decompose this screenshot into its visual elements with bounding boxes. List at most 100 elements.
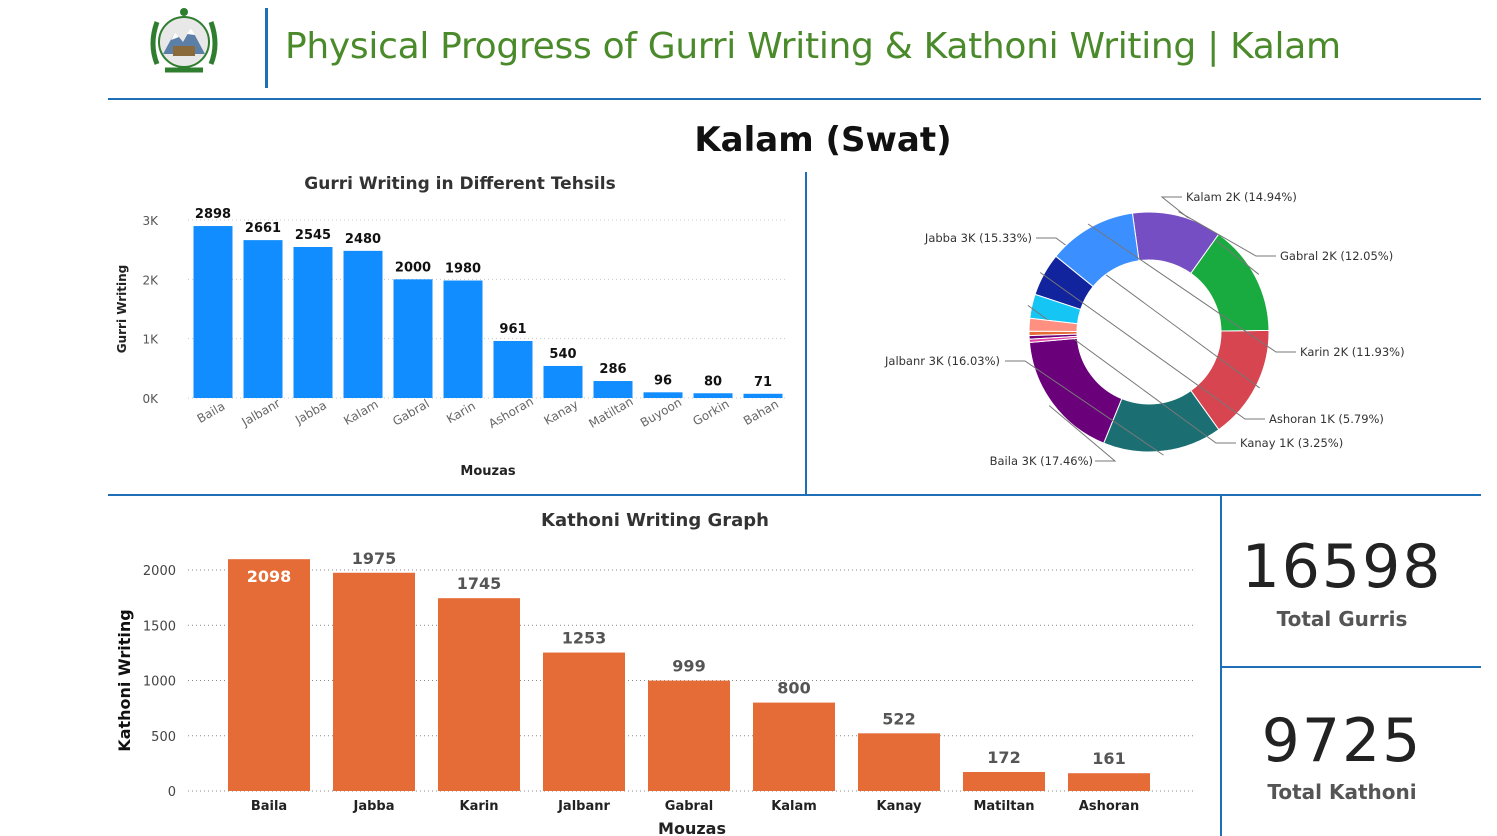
gurri-x-tick-label: Buyoon — [638, 395, 684, 430]
donut-slice-label: Kanay 1K (3.25%) — [1240, 436, 1343, 450]
gurri-x-tick-label: Kalam — [341, 397, 380, 428]
gurri-bar-ashoran — [493, 340, 533, 398]
gurri-bar-gorkin — [693, 393, 733, 398]
gurri-data-label: 2898 — [195, 207, 231, 222]
gurri-bar-kalam — [343, 250, 383, 398]
gurri-data-label: 96 — [654, 373, 672, 388]
donut-leader-line — [1005, 360, 1164, 456]
kathoni-data-label: 161 — [1092, 749, 1125, 768]
donut-slice-label: Jabba 3K (15.33%) — [924, 231, 1032, 245]
kathoni-data-label: 172 — [987, 748, 1020, 767]
donut-slice-11 — [1028, 335, 1078, 344]
kathoni-bar-kanay — [858, 733, 940, 791]
kathoni-x-tick-label: Kanay — [877, 799, 922, 814]
kathoni-x-tick-label: Kalam — [771, 799, 817, 814]
kathoni-writing-bar-chart: Kathoni Writing Graph 0 500 1000 1500 2000 Kat… — [115, 510, 1193, 836]
gurri-ytick-label: 2K — [142, 273, 159, 287]
kathoni-x-tick-label: Gabral — [665, 799, 713, 814]
gurri-bar-buyoon — [643, 392, 683, 398]
kathoni-x-tick-label: Karin — [460, 799, 499, 814]
gurri-bar-bahan — [743, 393, 783, 398]
kathoni-bar-baila — [228, 559, 310, 791]
kathoni-data-label: 1745 — [457, 574, 502, 593]
kathoni-chart-title: Kathoni Writing Graph — [541, 510, 769, 531]
region-title: Kalam (Swat) — [694, 120, 952, 160]
gurri-data-label: 80 — [704, 374, 722, 389]
gurri-bar-jalbanr — [243, 240, 283, 398]
gurri-x-tick-label: Karin — [444, 399, 478, 427]
kathoni-ytick-label: 2000 — [143, 564, 176, 579]
kathoni-x-axis-label: Mouzas — [658, 819, 726, 836]
row-divider — [108, 494, 1481, 496]
gurri-data-label: 540 — [549, 347, 576, 362]
gurri-data-label: 2480 — [345, 232, 381, 247]
page-title: Physical Progress of Gurri Writing & Kat… — [285, 26, 1341, 67]
gurri-data-label: 71 — [754, 375, 772, 390]
gurri-x-tick-label: Gorkin — [690, 397, 731, 429]
donut-leader-line — [1178, 211, 1276, 257]
gurri-bar-matiltan — [593, 381, 633, 398]
gurri-share-donut-chart: Baila 3K (17.46%) Jalbanr 3K (16.03%) Jabb… — [884, 190, 1405, 468]
total-gurris-value: 16598 — [1241, 532, 1443, 602]
total-gurris-label: Total Gurris — [1276, 607, 1408, 631]
kathoni-ytick-label: 1500 — [143, 619, 176, 634]
donut-slice-label: Gabral 2K (12.05%) — [1280, 249, 1393, 263]
kathoni-bar-jalbanr — [543, 652, 625, 791]
gurri-ytick-label: 0K — [142, 392, 159, 406]
kathoni-ytick-label: 1000 — [143, 675, 176, 690]
kathoni-x-tick-label: Jalbanr — [557, 799, 610, 814]
kathoni-ytick-label: 0 — [168, 785, 176, 800]
kathoni-x-tick-label: Ashoran — [1079, 799, 1139, 814]
gurri-data-label: 2000 — [395, 260, 431, 275]
top-charts-divider — [805, 172, 807, 494]
total-kathoni-value: 9725 — [1261, 706, 1423, 776]
donut-slice-label: Karin 2K (11.93%) — [1300, 345, 1405, 359]
gurri-y-axis-label: Gurri Writing — [115, 265, 129, 354]
gurri-writing-bar-chart: Gurri Writing in Different Tehsils 0K 1K 2K… — [115, 174, 788, 479]
donut-leader-line — [1027, 304, 1236, 444]
kathoni-bar-karin — [438, 598, 520, 791]
gurri-chart-title: Gurri Writing in Different Tehsils — [304, 174, 615, 194]
gurri-bar-karin — [443, 280, 483, 398]
kathoni-data-label: 1975 — [352, 549, 397, 568]
kathoni-ytick-label: 500 — [151, 730, 176, 745]
gurri-x-tick-label: Matiltan — [586, 394, 635, 430]
gurri-x-tick-label: Bahan — [741, 397, 781, 428]
kathoni-x-tick-label: Jabba — [353, 799, 395, 814]
gurri-x-tick-label: Ashoran — [486, 394, 536, 431]
gurri-ytick-label: 3K — [142, 214, 159, 228]
kathoni-data-label: 800 — [777, 679, 810, 698]
donut-slice-label: Baila 3K (17.46%) — [990, 454, 1093, 468]
gurri-x-tick-label: Jabba — [292, 398, 329, 427]
kathoni-bar-ashoran — [1068, 773, 1150, 791]
donut-leader-line — [1087, 223, 1296, 353]
header-divider — [265, 8, 268, 88]
gurri-bar-kanay — [543, 365, 583, 398]
gurri-x-tick-label: Baila — [195, 399, 228, 426]
donut-slice-label: Jalbanr 3K (16.03%) — [884, 354, 1000, 368]
kathoni-bar-kalam — [753, 702, 835, 791]
gurri-data-label: 961 — [499, 322, 526, 337]
kathoni-bar-jabba — [333, 572, 415, 791]
gurri-bar-jabba — [293, 246, 333, 398]
kathoni-bar-gabral — [648, 680, 730, 791]
kathoni-data-label: 2098 — [247, 567, 292, 586]
kathoni-data-label: 522 — [882, 709, 915, 728]
donut-slice-label: Kalam 2K (14.94%) — [1186, 190, 1297, 204]
gurri-x-axis-label: Mouzas — [460, 464, 515, 479]
total-kathoni-label: Total Kathoni — [1267, 780, 1417, 804]
donut-leader-line — [1160, 196, 1260, 275]
kathoni-x-tick-label: Baila — [251, 799, 287, 814]
gurri-bar-baila — [193, 226, 233, 398]
gurri-x-tick-label: Gabral — [390, 397, 432, 429]
donut-leader-line — [1039, 272, 1265, 420]
kathoni-y-axis-label: Kathoni Writing — [115, 609, 134, 751]
gurri-data-label: 1980 — [445, 262, 481, 277]
kathoni-data-label: 1253 — [562, 629, 607, 648]
header-rule — [108, 98, 1481, 100]
government-emblem-logo — [145, 4, 223, 82]
gurri-ytick-label: 1K — [142, 333, 159, 347]
kathoni-data-label: 999 — [672, 657, 705, 676]
kpi-divider — [1220, 496, 1222, 836]
gurri-x-tick-label: Kanay — [541, 397, 580, 428]
